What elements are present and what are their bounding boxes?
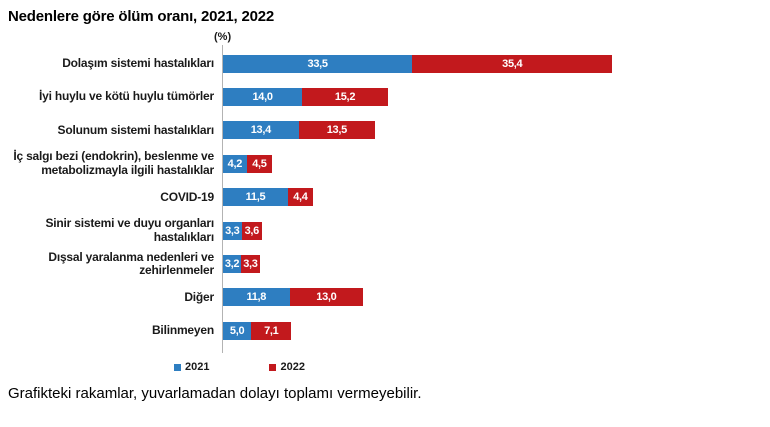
- bar-group: 13,4 13,5: [223, 121, 375, 140]
- chart-row: Dışsal yaralanma nedenleri ve zehirlenme…: [0, 247, 770, 280]
- legend-swatch-2022: [269, 363, 277, 371]
- category-label: Bilinmeyen: [151, 323, 214, 338]
- bar-segment-2022: 3,3: [241, 255, 260, 274]
- legend-label-2021: 2021: [185, 361, 210, 373]
- bar-segment-2022: 13,0: [289, 288, 364, 307]
- chart-row: COVID-19 11,5 4,4: [0, 181, 770, 214]
- bar-group: 5,0 7,1: [223, 321, 292, 340]
- bar-segment-2021: 13,4: [223, 121, 299, 140]
- bar-group: 4,2 4,5: [223, 154, 273, 173]
- chart-title: Nedenlere göre ölüm oranı, 2021, 2022: [8, 8, 275, 25]
- bar-segment-2022: 4,4: [287, 188, 313, 207]
- legend-item-2021: 2021: [174, 361, 209, 373]
- category-axis-line: [222, 45, 223, 353]
- bar-segment-2022: 7,1: [251, 321, 292, 340]
- bar-segment-2021: 33,5: [223, 54, 413, 73]
- bar-segment-2021: 11,5: [223, 188, 288, 207]
- category-label: Solunum sistemi hastalıkları: [57, 122, 215, 137]
- chart-row: İç salgı bezi (endokrin), beslenme ve me…: [0, 147, 770, 180]
- chart-legend: 2021 2022: [174, 361, 305, 373]
- category-label: Dışsal yaralanma nedenleri ve zehirlenme…: [48, 249, 214, 278]
- bar-segment-2021: 11,8: [223, 288, 290, 307]
- bar-segment-2021: 4,2: [223, 154, 247, 173]
- category-label: Sinir sistemi ve duyu organları hastalık…: [45, 216, 214, 244]
- legend-item-2022: 2022: [269, 361, 305, 373]
- category-label: İç salgı bezi (endokrin), beslenme ve me…: [13, 149, 214, 177]
- bar-chart: Dolaşım sistemi hastalıkları 33,5 35,4 İyi …: [0, 47, 770, 348]
- bar-group: 3,2 3,3: [223, 255, 260, 274]
- chart-row: Dolaşım sistemi hastalıkları 33,5 35,4: [0, 47, 770, 80]
- bar-segment-2021: 5,0: [223, 321, 252, 340]
- chart-row: Solunum sistemi hastalıkları 13,4 13,5: [0, 114, 770, 147]
- bar-group: 11,8 13,0: [223, 288, 364, 307]
- legend-label-2022: 2022: [280, 361, 305, 373]
- category-label: Diğer: [184, 289, 214, 304]
- bar-group: 11,5 4,4: [223, 188, 313, 207]
- bar-group: 33,5 35,4: [223, 54, 613, 73]
- chart-row: Sinir sistemi ve duyu organları hastalık…: [0, 214, 770, 247]
- chart-row: Bilinmeyen 5,0 7,1: [0, 314, 770, 347]
- bar-group: 3,3 3,6: [223, 221, 262, 240]
- bar-segment-2022: 4,5: [246, 154, 273, 173]
- chart-footnote: Grafikteki rakamlar, yuvarlamadan dolayı…: [8, 385, 422, 402]
- category-label: İyi huylu ve kötü huylu tümörler: [39, 89, 214, 104]
- bar-segment-2022: 35,4: [412, 54, 613, 73]
- bar-segment-2021: 3,2: [223, 255, 242, 274]
- bar-segment-2022: 13,5: [298, 121, 375, 140]
- unit-label: (%): [214, 31, 232, 43]
- chart-row: İyi huylu ve kötü huylu tümörler 14,0 15,2: [0, 80, 770, 113]
- category-label: Dolaşım sistemi hastalıkları: [62, 55, 214, 70]
- bar-segment-2022: 15,2: [302, 88, 388, 107]
- bar-segment-2022: 3,6: [241, 221, 262, 240]
- bar-segment-2021: 3,3: [223, 221, 242, 240]
- category-label: COVID-19: [160, 189, 214, 204]
- bar-group: 14,0 15,2: [223, 88, 388, 107]
- chart-row: Diğer 11,8 13,0: [0, 281, 770, 314]
- bar-segment-2021: 14,0: [223, 88, 303, 107]
- legend-swatch-2021: [174, 363, 181, 371]
